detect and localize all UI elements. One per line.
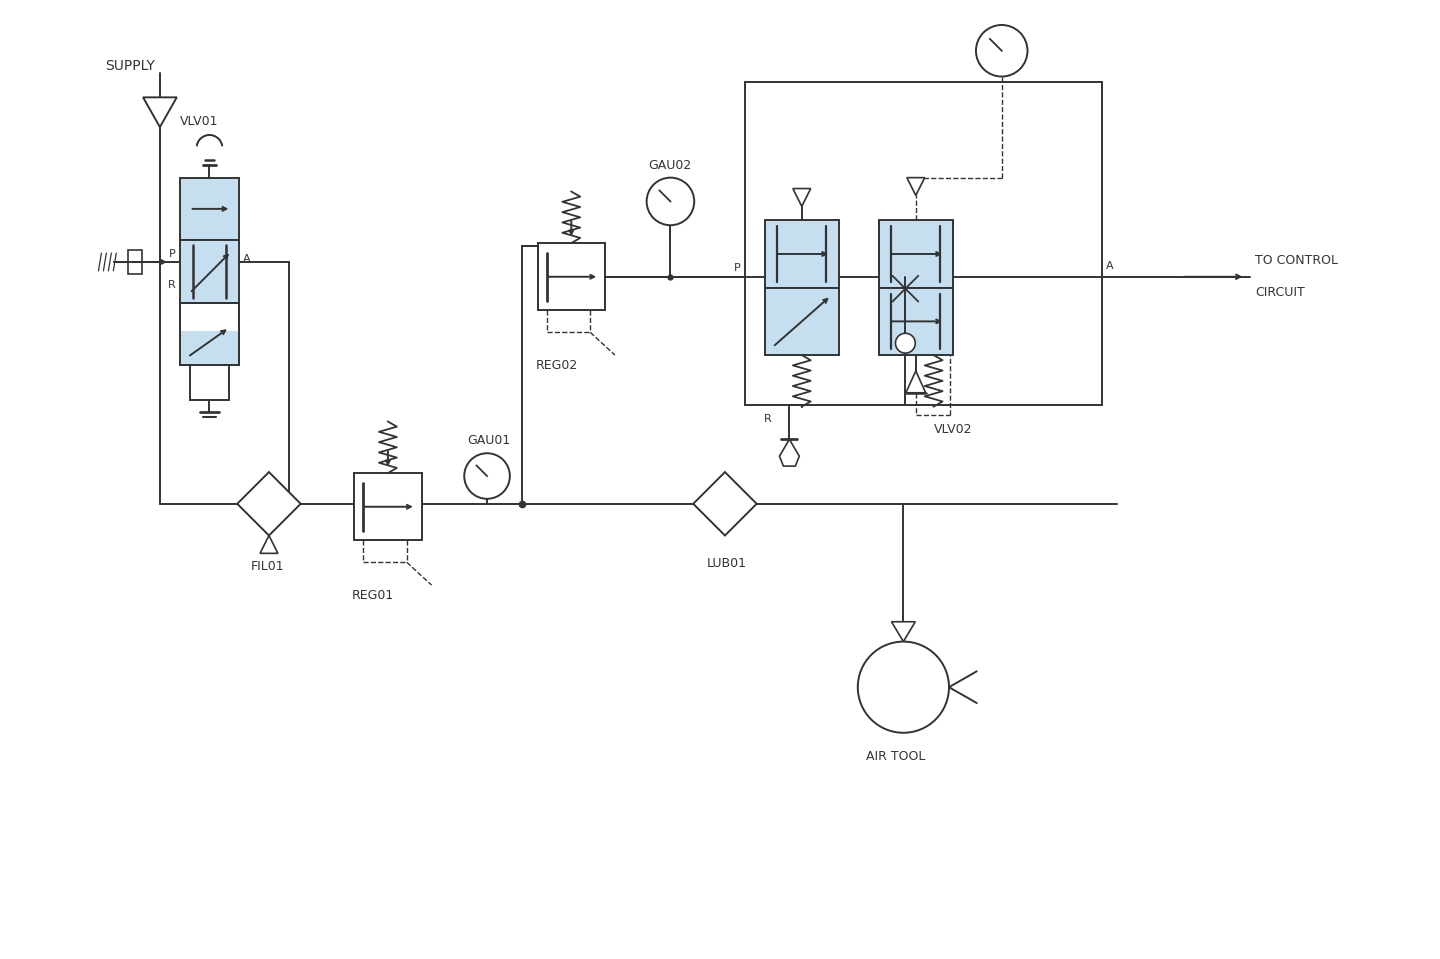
Circle shape — [976, 25, 1028, 77]
Text: VLV01: VLV01 — [180, 115, 219, 129]
Polygon shape — [261, 535, 278, 553]
Bar — [180, 240, 239, 302]
Bar — [354, 473, 422, 541]
Bar — [537, 243, 605, 311]
Polygon shape — [906, 371, 926, 393]
Text: AIR TOOL: AIR TOOL — [865, 750, 924, 762]
Bar — [180, 302, 239, 365]
Text: R: R — [763, 414, 772, 425]
Bar — [878, 221, 953, 288]
Bar — [190, 365, 229, 400]
Text: P: P — [734, 263, 740, 272]
Text: CIRCUIT: CIRCUIT — [1256, 286, 1305, 298]
Circle shape — [464, 454, 510, 499]
Text: GAU02: GAU02 — [648, 158, 691, 172]
Text: LUB01: LUB01 — [707, 557, 747, 571]
Circle shape — [896, 334, 916, 353]
Bar — [744, 82, 1102, 405]
Polygon shape — [693, 472, 756, 535]
Bar — [180, 302, 239, 365]
Text: A: A — [243, 254, 251, 264]
Circle shape — [647, 177, 694, 225]
Polygon shape — [143, 98, 177, 128]
Text: VLV02: VLV02 — [933, 423, 972, 436]
Text: P: P — [168, 248, 176, 259]
Text: REG01: REG01 — [353, 589, 395, 602]
Bar — [128, 250, 143, 274]
Text: R: R — [168, 280, 176, 290]
Bar — [180, 177, 239, 240]
Text: GAU01: GAU01 — [467, 434, 510, 447]
Polygon shape — [779, 439, 799, 466]
Text: REG02: REG02 — [536, 359, 577, 372]
Bar — [180, 331, 239, 365]
Text: SUPPLY: SUPPLY — [105, 58, 156, 73]
Polygon shape — [238, 472, 301, 535]
Polygon shape — [793, 189, 811, 206]
Text: A: A — [1106, 261, 1113, 270]
Bar — [765, 288, 840, 355]
Bar — [765, 221, 840, 288]
Bar — [878, 288, 953, 355]
Text: TO CONTROL: TO CONTROL — [1256, 254, 1338, 267]
Polygon shape — [891, 621, 916, 642]
Polygon shape — [907, 177, 924, 196]
Circle shape — [858, 642, 949, 733]
Text: FIL01: FIL01 — [251, 560, 285, 573]
